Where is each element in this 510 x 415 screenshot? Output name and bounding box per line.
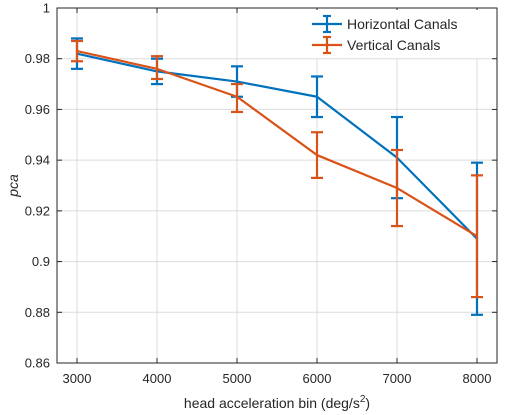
legend-label: Vertical Canals — [347, 37, 440, 53]
legend: Horizontal Canals Vertical Canals — [304, 10, 492, 58]
error-bar — [311, 75, 323, 119]
legend-item: Vertical Canals — [312, 35, 440, 55]
y-axis-label: pca — [5, 174, 21, 198]
series-line — [76, 52, 478, 240]
series-2 — [71, 39, 483, 299]
error-bar — [231, 82, 243, 114]
error-bar — [151, 55, 163, 81]
x-axis-label: head acceleration bin (deg/s2) — [184, 394, 370, 411]
x-tick-label: 8000 — [463, 371, 492, 386]
series-line — [76, 50, 478, 238]
y-tick-label: 0.86 — [25, 356, 50, 371]
x-axis-label-main: head acceleration bin (deg/s — [184, 395, 360, 411]
legend-label: Horizontal Canals — [347, 16, 458, 32]
y-tick-label: 0.9 — [32, 254, 50, 269]
y-tick-label: 0.94 — [25, 153, 50, 168]
y-tick-label: 0.88 — [25, 305, 50, 320]
x-tick-label: 4000 — [143, 371, 172, 386]
x-tick-label: 5000 — [223, 371, 252, 386]
y-tick-label: 0.92 — [25, 203, 50, 218]
x-axis-label-suffix: ) — [365, 395, 370, 411]
legend-box — [304, 10, 492, 58]
x-tick-label: 3000 — [63, 371, 92, 386]
error-bar — [71, 39, 83, 63]
x-tick-label: 6000 — [303, 371, 332, 386]
ticks: 3000 4000 5000 6000 7000 8000 0.86 0.88 0.9 0.92 0… — [25, 1, 497, 386]
y-tick-label: 0.98 — [25, 51, 50, 66]
series-layer — [71, 37, 483, 316]
error-bar — [391, 148, 403, 228]
y-tick-label: 1 — [43, 1, 50, 16]
error-bar — [311, 131, 323, 179]
y-tick-label: 0.96 — [25, 102, 50, 117]
legend-item: Horizontal Canals — [312, 14, 458, 34]
x-axis-label-superscript: 2 — [360, 394, 366, 405]
x-tick-label: 7000 — [383, 371, 412, 386]
error-bar — [471, 174, 483, 299]
plot-frame — [56, 7, 498, 364]
